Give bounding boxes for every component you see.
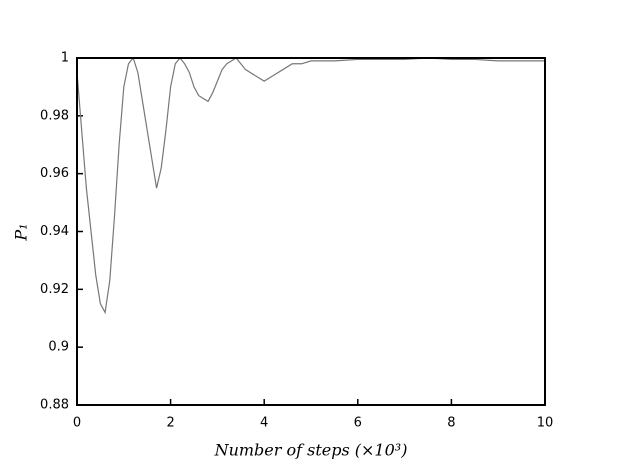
x-tick-label: 6 (354, 416, 362, 431)
y-tick-label: 0.92 (40, 282, 69, 297)
x-tick-label: 10 (537, 416, 554, 431)
y-tick-label: 0.9 (48, 340, 69, 355)
y-tick-label: 0.94 (40, 224, 69, 239)
y-tick-label: 0.88 (40, 398, 69, 413)
x-tick-label: 4 (260, 416, 268, 431)
y-tick-label: 0.98 (40, 108, 69, 123)
y-axis-label: P₁ (12, 223, 31, 241)
plot-frame (76, 57, 546, 406)
data-line (76, 56, 545, 315)
y-tick-label: 1 (61, 51, 69, 66)
y-tick-label: 0.96 (40, 166, 69, 181)
x-tick-label: 0 (73, 416, 81, 431)
x-axis-label: Number of steps (×10³) (214, 441, 408, 460)
x-tick-label: 2 (166, 416, 174, 431)
x-tick-label: 8 (447, 416, 455, 431)
